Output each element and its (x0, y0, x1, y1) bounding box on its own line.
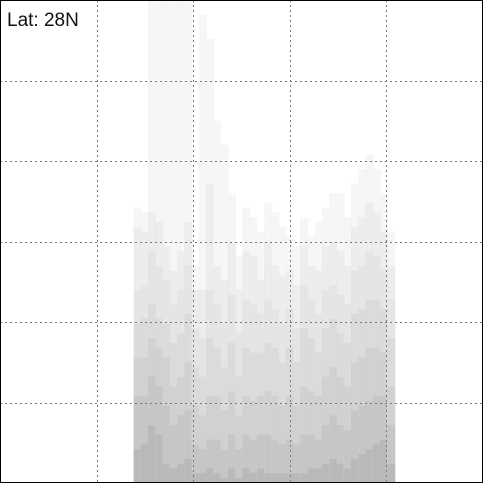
heat-cell-col35-level6 (387, 463, 396, 483)
heat-cell-col4-level0 (162, 0, 171, 483)
heat-cell-col6-level0 (177, 0, 186, 483)
heat-cell-col0-level5 (133, 396, 142, 483)
heat-cell-col31-level5 (358, 405, 367, 483)
heat-cell-col6-level5 (177, 415, 186, 483)
heat-cell-col5-level6 (169, 468, 178, 483)
heat-cell-col16-level5 (249, 439, 258, 483)
heat-cell-col23-level6 (300, 473, 309, 483)
heat-cell-col33-level6 (372, 444, 381, 483)
heat-cell-col10-level5 (206, 439, 215, 483)
heat-cell-col26-level5 (322, 425, 330, 483)
heat-cell-col9-level5 (198, 449, 207, 483)
heat-cell-col8-level6 (191, 473, 200, 483)
heat-cell-col23-level5 (300, 434, 309, 483)
heat-cell-col18-level6 (264, 473, 273, 483)
heat-cell-col33-level5 (372, 396, 381, 483)
heat-cell-col4-level5 (162, 405, 171, 483)
heat-cell-col15-level5 (242, 434, 251, 483)
heat-cell-col15-level6 (242, 468, 251, 483)
heat-cell-col17-level5 (256, 434, 265, 483)
heat-cell-col12-level5 (220, 449, 229, 483)
heat-cell-col20-level4 (278, 405, 287, 483)
heat-cell-col0-level6 (133, 449, 142, 483)
heat-cell-col13-level6 (227, 468, 236, 483)
heat-cell-col8-level5 (191, 444, 200, 483)
heat-cell-col22-level4 (293, 405, 301, 483)
heat-cell-col32-level6 (365, 449, 374, 483)
heat-cell-col29-level5 (343, 429, 352, 483)
heat-cell-col14-level6 (235, 478, 244, 483)
heat-cell-col28-level6 (336, 463, 345, 483)
heat-cell-col5-level0 (169, 0, 178, 483)
heat-cell-col30-level5 (351, 410, 359, 483)
heat-cell-col2-level6 (148, 425, 157, 483)
heat-cell-col9-level0 (198, 14, 207, 483)
heat-cell-col7-level6 (184, 458, 193, 483)
heat-cell-col12-level6 (220, 478, 229, 483)
heat-cell-col14-level5 (235, 449, 244, 483)
heat-cell-col20-level5 (278, 444, 287, 483)
heat-cell-col22-level5 (293, 444, 301, 483)
heat-cell-col16-level6 (249, 473, 258, 483)
heat-cell-col4-level6 (162, 463, 171, 483)
heat-cell-col24-level6 (307, 468, 316, 483)
heat-cell-col25-level6 (314, 468, 323, 483)
heat-cell-col32-level5 (365, 400, 374, 483)
heat-cell-col29-level6 (343, 468, 352, 483)
heat-cell-col20-level6 (278, 473, 287, 483)
heat-cell-col28-level5 (336, 425, 345, 483)
heat-cell-col26-level6 (322, 463, 330, 483)
heat-cell-col11-level6 (213, 473, 222, 483)
heat-cell-col8-level4 (191, 405, 200, 483)
heat-cell-col21-level6 (285, 473, 294, 483)
heat-cell-col1-level5 (140, 396, 149, 483)
heat-cell-col11-level5 (213, 439, 222, 483)
heat-cell-col10-level6 (206, 468, 215, 483)
heat-cell-col19-level6 (271, 473, 280, 483)
heat-cell-col22-level6 (293, 473, 301, 483)
heat-cell-col25-level5 (314, 439, 323, 483)
heat-cell-col27-level5 (329, 415, 338, 483)
heat-cell-col1-level6 (140, 444, 149, 483)
density-bands (133, 0, 396, 483)
chart-title: Lat: 28N (7, 10, 79, 31)
heat-cell-col19-level5 (271, 439, 280, 483)
heat-cell-col6-level6 (177, 463, 186, 483)
heat-cell-col21-level5 (285, 439, 294, 483)
heat-cell-col35-level5 (387, 425, 396, 483)
heat-cell-col5-level5 (169, 425, 178, 483)
heat-cell-col7-level5 (184, 410, 193, 483)
heat-cell-col9-level6 (198, 473, 207, 483)
heat-cell-col27-level6 (329, 458, 338, 483)
heat-cell-col18-level5 (264, 434, 273, 483)
heat-cell-col13-level5 (227, 434, 236, 483)
heat-cell-col31-level6 (358, 454, 367, 483)
heat-cell-col30-level6 (351, 458, 359, 483)
heat-cell-col12-level4 (220, 410, 229, 483)
heat-cell-col17-level6 (256, 468, 265, 483)
heat-cell-col24-level5 (307, 434, 316, 483)
heat-cell-col34-level6 (380, 439, 388, 483)
heat-cell-col3-level6 (155, 434, 164, 483)
